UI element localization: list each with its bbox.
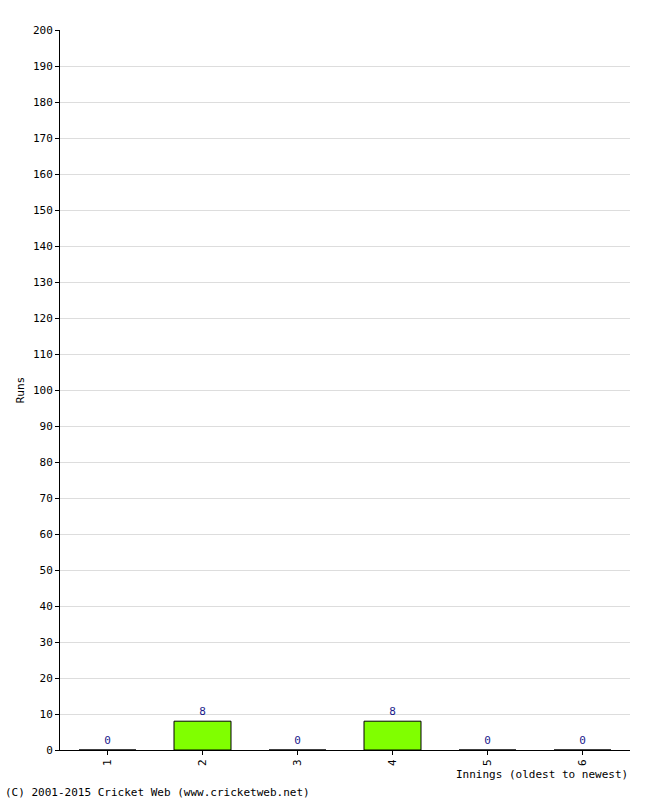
svg-text:30: 30 xyxy=(40,636,53,649)
svg-text:4: 4 xyxy=(386,759,399,766)
svg-text:8: 8 xyxy=(199,705,206,718)
svg-text:110: 110 xyxy=(33,348,53,361)
svg-text:60: 60 xyxy=(40,528,53,541)
svg-text:40: 40 xyxy=(40,600,53,613)
svg-text:120: 120 xyxy=(33,312,53,325)
svg-text:Runs: Runs xyxy=(14,377,27,404)
svg-text:180: 180 xyxy=(33,96,53,109)
svg-text:200: 200 xyxy=(33,24,53,37)
svg-text:0: 0 xyxy=(46,744,53,757)
svg-text:190: 190 xyxy=(33,60,53,73)
svg-text:70: 70 xyxy=(40,492,53,505)
svg-text:0: 0 xyxy=(484,734,491,747)
svg-text:170: 170 xyxy=(33,132,53,145)
svg-text:1: 1 xyxy=(101,759,114,766)
svg-text:(C) 2001-2015 Cricket Web (www: (C) 2001-2015 Cricket Web (www.cricketwe… xyxy=(5,786,310,799)
svg-text:80: 80 xyxy=(40,456,53,469)
svg-text:20: 20 xyxy=(40,672,53,685)
svg-text:0: 0 xyxy=(294,734,301,747)
svg-text:8: 8 xyxy=(389,705,396,718)
svg-text:Innings (oldest to newest): Innings (oldest to newest) xyxy=(456,768,628,781)
svg-text:90: 90 xyxy=(40,420,53,433)
svg-text:140: 140 xyxy=(33,240,53,253)
svg-text:6: 6 xyxy=(576,759,589,766)
svg-text:100: 100 xyxy=(33,384,53,397)
svg-text:5: 5 xyxy=(481,759,494,766)
svg-text:0: 0 xyxy=(104,734,111,747)
svg-text:50: 50 xyxy=(40,564,53,577)
svg-text:160: 160 xyxy=(33,168,53,181)
svg-text:3: 3 xyxy=(291,759,304,766)
svg-text:130: 130 xyxy=(33,276,53,289)
svg-text:150: 150 xyxy=(33,204,53,217)
svg-text:10: 10 xyxy=(40,708,53,721)
svg-text:2: 2 xyxy=(196,759,209,766)
svg-text:0: 0 xyxy=(579,734,586,747)
